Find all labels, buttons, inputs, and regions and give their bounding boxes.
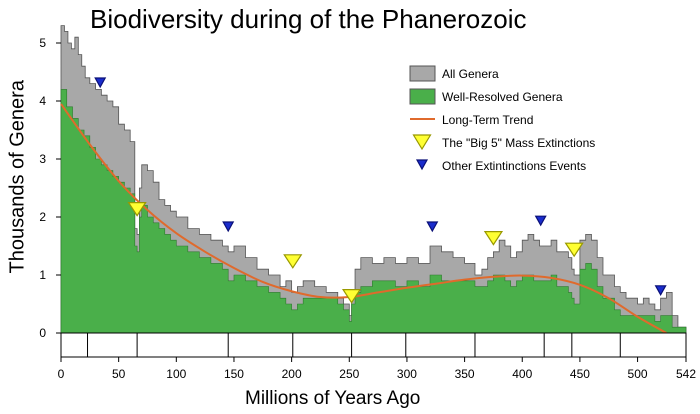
legend-swatch [415, 159, 429, 171]
other-extinction-marker [654, 285, 667, 297]
timescale-band [60, 332, 687, 358]
legend-swatch [409, 65, 436, 82]
x-tick-label: 150 [224, 367, 244, 381]
big5-extinction-marker [127, 202, 147, 217]
x-axis-label: Millions of Years Ago [245, 388, 421, 409]
x-tick-label: 400 [512, 367, 532, 381]
legend-label: Long-Term Trend [442, 113, 533, 127]
legend-label: All Genera [442, 67, 499, 81]
series-long-term-trend-line [60, 103, 667, 334]
y-tick-label: 5 [39, 36, 46, 50]
y-tick-label: 3 [39, 152, 46, 166]
legend-swatch [412, 134, 432, 151]
x-tick-label: 0 [58, 367, 65, 381]
x-tick-label: 100 [166, 367, 186, 381]
x-tick-label: 500 [628, 367, 648, 381]
y-tick-label: 1 [39, 268, 46, 282]
x-tick-label: 450 [570, 367, 590, 381]
x-tick-label: 200 [282, 367, 302, 381]
big5-extinction-marker [483, 231, 504, 246]
series-well-resolved-area [60, 89, 687, 334]
y-tick-label: 2 [39, 210, 46, 224]
legend-label: The "Big 5" Mass Extinctions [442, 136, 595, 150]
legend-label: Other Extintinctions Events [442, 159, 586, 173]
x-tick-label: 300 [397, 367, 417, 381]
x-tick-label: 542 [676, 367, 696, 381]
y-tick-label: 0 [39, 326, 46, 340]
other-extinction-marker [534, 215, 547, 227]
legend-swatch [409, 88, 436, 105]
other-extinction-marker [426, 221, 439, 233]
x-tick-label: 250 [339, 367, 359, 381]
x-tick-label: 50 [112, 367, 126, 381]
other-extinction-marker [94, 77, 107, 89]
other-extinction-marker [222, 221, 235, 233]
y-tick-label: 4 [39, 94, 46, 108]
big5-extinction-marker [283, 254, 303, 269]
chart-title: Biodiversity during of the Phanerozoic [90, 4, 527, 34]
y-axis-label: Thousands of Genera [6, 80, 29, 274]
big5-extinction-marker [564, 242, 584, 258]
legend-label: Well-Resolved Genera [442, 90, 563, 104]
big5-extinction-marker [341, 289, 362, 304]
x-tick-label: 350 [455, 367, 475, 381]
